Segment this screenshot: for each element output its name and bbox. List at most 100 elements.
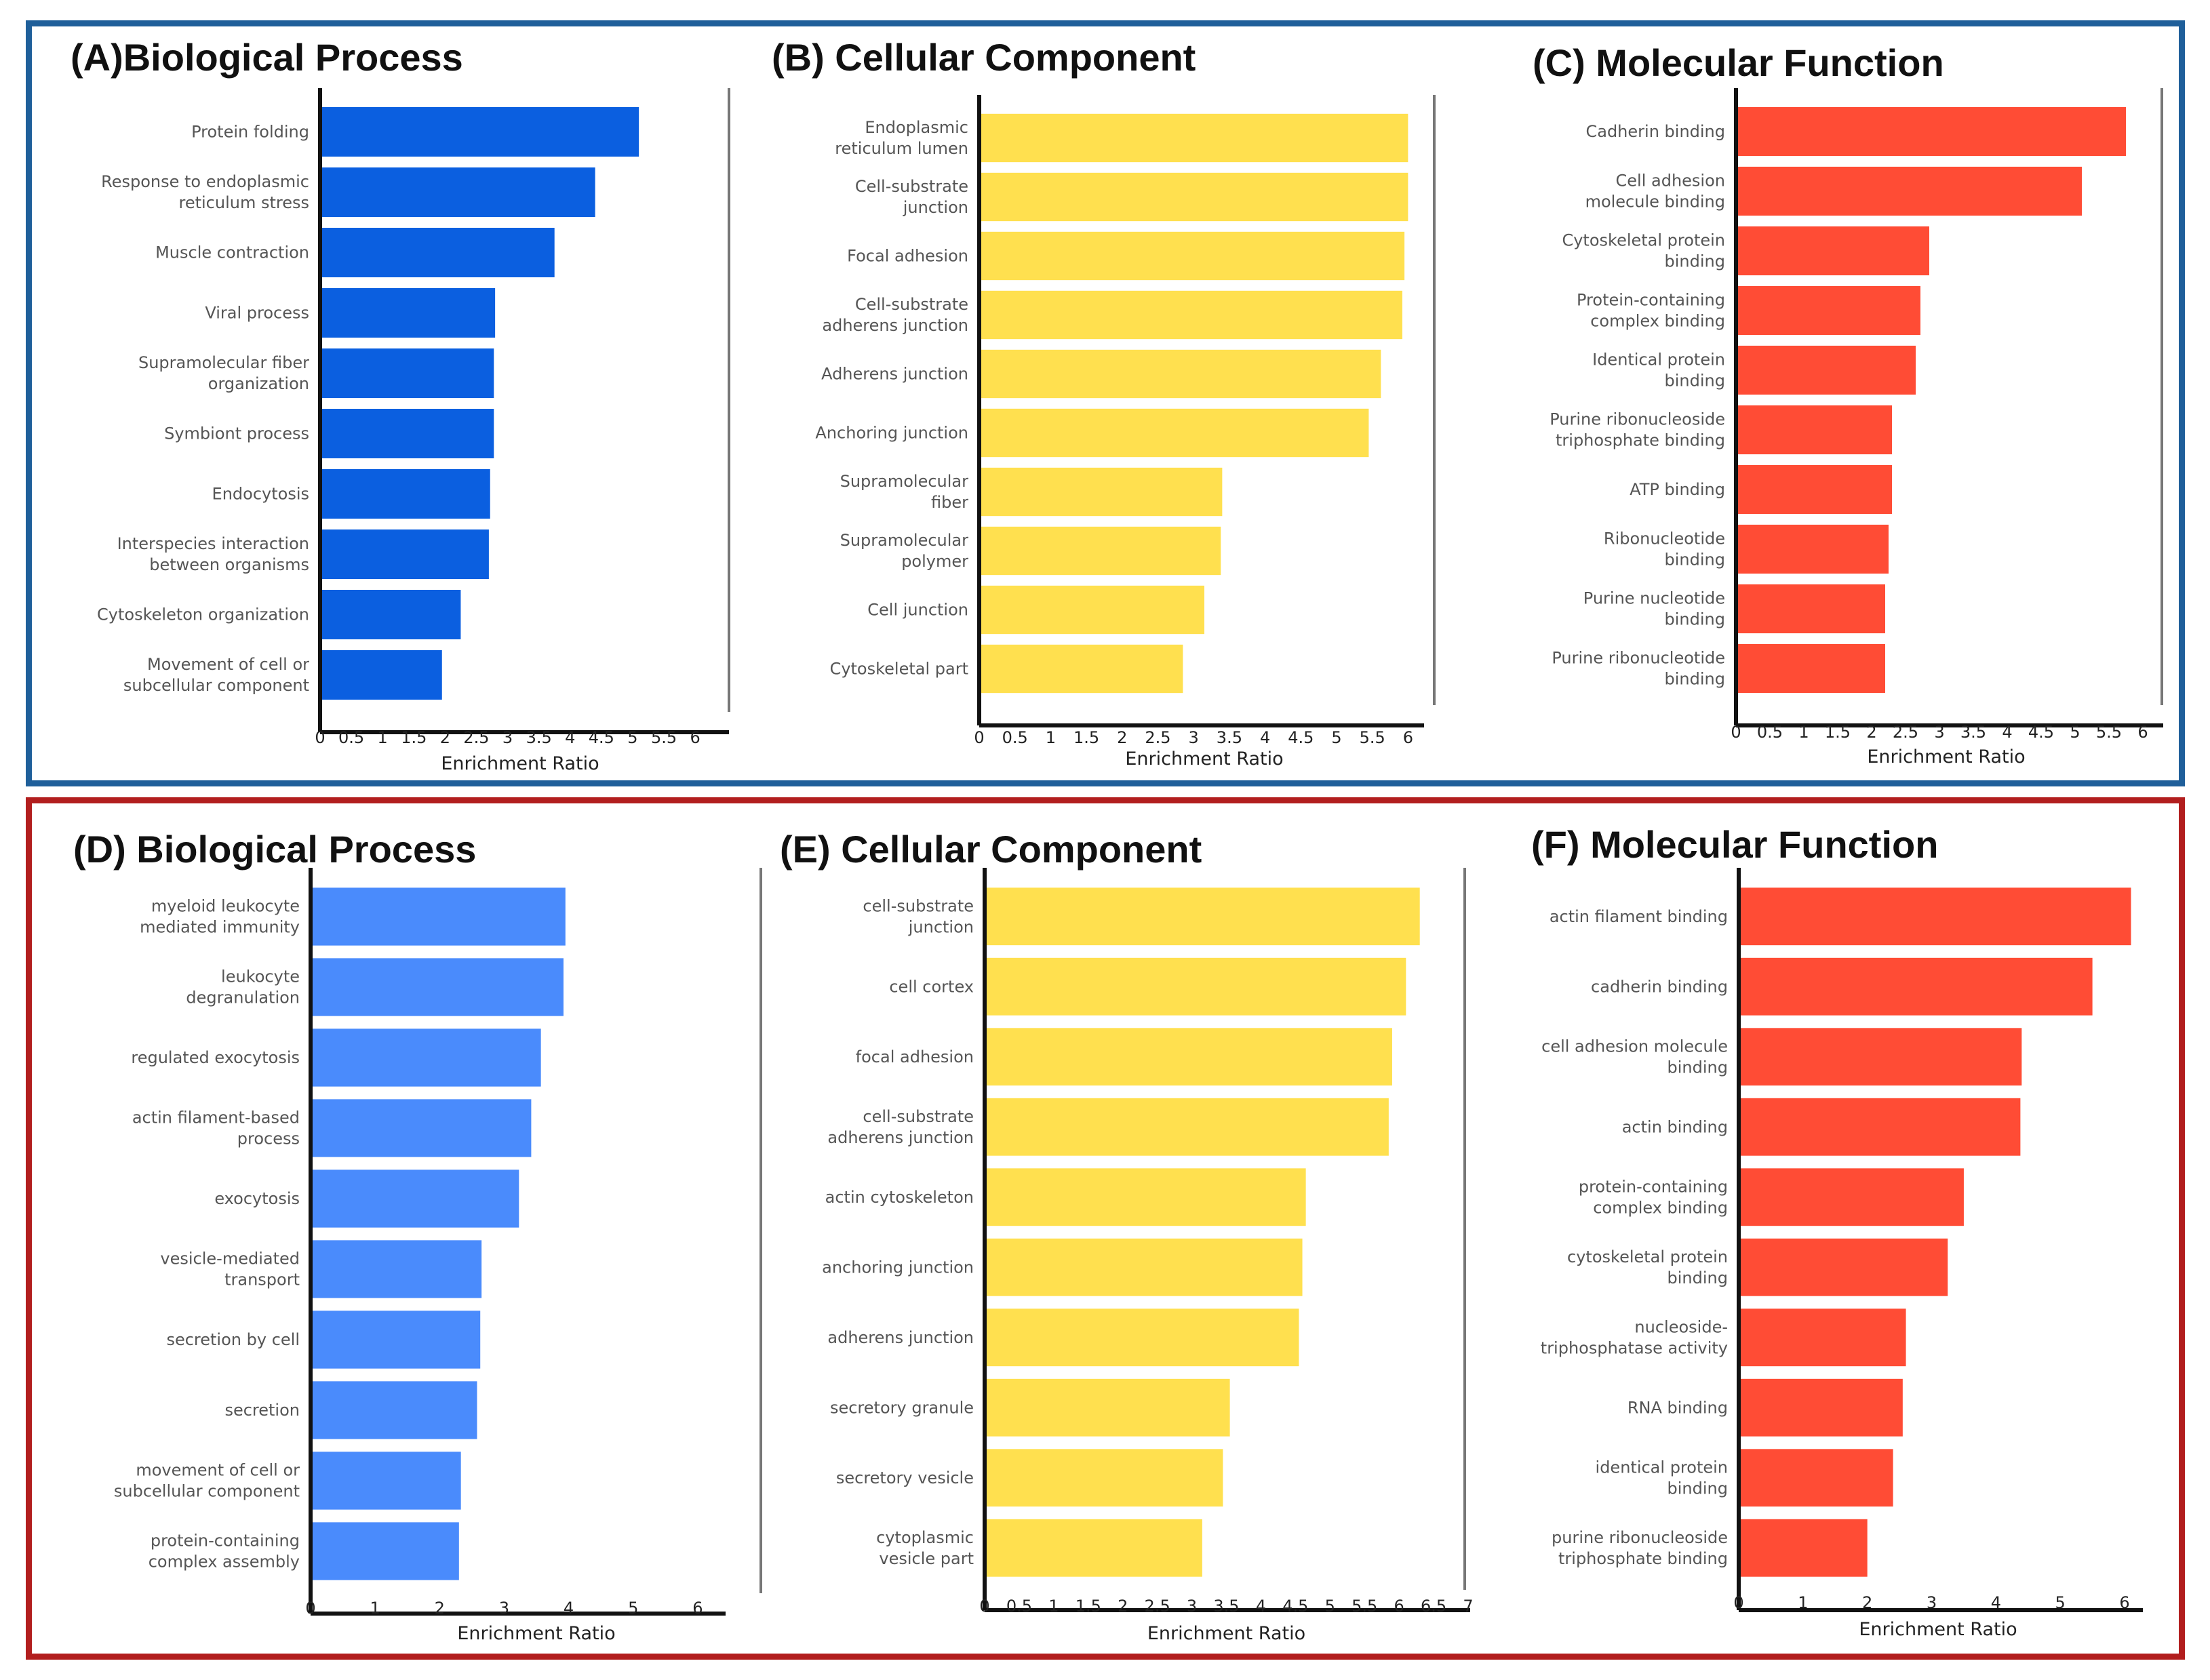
x-axis-label: Enrichment Ratio bbox=[1125, 748, 1283, 769]
x-tick-label: 5 bbox=[628, 1599, 638, 1618]
x-axis-label: Enrichment Ratio bbox=[441, 753, 599, 774]
category-label: cadherin binding bbox=[1591, 977, 1728, 996]
category-label: Identical protein bbox=[1592, 351, 1725, 369]
category-label: ATP binding bbox=[1630, 480, 1725, 499]
category-label: Endoplasmic bbox=[865, 118, 968, 137]
category-label: actin filament-based bbox=[132, 1108, 300, 1127]
x-tick-label: 2 bbox=[440, 728, 450, 747]
category-label: vesicle-mediated bbox=[160, 1249, 300, 1268]
x-axis-label: Enrichment Ratio bbox=[1859, 1619, 2017, 1640]
bar bbox=[320, 107, 639, 157]
category-label: Cytoskeletal protein bbox=[1562, 231, 1725, 250]
x-tick-label: 2 bbox=[435, 1599, 445, 1618]
chart-panel-e: (E) Cellular Component cell-substrate junc… bbox=[780, 828, 1474, 1644]
category-label: binding bbox=[1668, 1058, 1728, 1077]
bar bbox=[311, 1028, 541, 1087]
bottom-panel-frame bbox=[26, 797, 2185, 1660]
bar bbox=[1739, 1028, 2022, 1086]
x-tick-label: 5.5 bbox=[1360, 728, 1385, 747]
x-tick-label: 5 bbox=[2070, 723, 2080, 742]
category-label: Cytoskeleton organization bbox=[97, 605, 309, 624]
x-tick-label: 1 bbox=[1798, 1593, 1808, 1612]
category-label: subcellular component bbox=[123, 676, 309, 695]
category-label: complex assembly bbox=[149, 1553, 300, 1572]
category-label: triphosphate binding bbox=[1558, 1549, 1728, 1568]
x-tick-label: 1.5 bbox=[1825, 723, 1851, 742]
x-tick-label: 1 bbox=[378, 728, 388, 747]
category-label: complex binding bbox=[1590, 312, 1725, 331]
category-label: Cell-substrate bbox=[855, 177, 968, 196]
x-tick-label: 5 bbox=[1331, 728, 1341, 747]
category-label: subcellular component bbox=[114, 1482, 300, 1501]
category-label: RNA binding bbox=[1627, 1398, 1728, 1417]
category-label: organization bbox=[208, 374, 309, 393]
category-label: cell-substrate bbox=[863, 1107, 974, 1126]
x-tick-label: 1.5 bbox=[1076, 1597, 1101, 1616]
x-tick-label: 3.5 bbox=[526, 728, 552, 747]
category-label: Purine ribonucleoside bbox=[1550, 410, 1725, 429]
category-label: Viral process bbox=[205, 304, 309, 323]
bar bbox=[311, 958, 564, 1016]
x-tick-label: 6.5 bbox=[1421, 1597, 1446, 1616]
x-tick-label: 6 bbox=[690, 728, 700, 747]
category-label: binding bbox=[1665, 670, 1725, 689]
top-panel-frame bbox=[26, 20, 2185, 786]
category-label: secretion bbox=[224, 1401, 300, 1420]
category-label: focal adhesion bbox=[856, 1047, 974, 1066]
x-tick-label: 4 bbox=[564, 1599, 574, 1618]
bar bbox=[985, 1378, 1230, 1437]
x-tick-label: 5 bbox=[627, 728, 637, 747]
bar bbox=[320, 288, 496, 338]
category-label: Muscle contraction bbox=[155, 243, 309, 262]
x-tick-label: 1 bbox=[1798, 723, 1809, 742]
bar bbox=[985, 1028, 1392, 1086]
bar bbox=[1736, 345, 1916, 395]
panel-title: (F) Molecular Function bbox=[1531, 823, 1938, 866]
category-label: triphosphatase activity bbox=[1541, 1338, 1728, 1357]
bar bbox=[1739, 1098, 2021, 1156]
x-tick-label: 2.5 bbox=[463, 728, 489, 747]
bar bbox=[979, 113, 1408, 163]
category-label: Endocytosis bbox=[212, 485, 309, 504]
x-tick-label: 3 bbox=[1187, 1597, 1197, 1616]
category-label: protein-containing bbox=[151, 1532, 300, 1551]
chart-panel-f: (F) Molecular Function actin filament bin… bbox=[1531, 823, 2143, 1640]
category-label: adherens junction bbox=[827, 1328, 974, 1347]
category-label: mediated immunity bbox=[140, 918, 300, 937]
x-tick-label: 5 bbox=[2055, 1593, 2066, 1612]
category-label: secretion by cell bbox=[166, 1330, 300, 1349]
x-tick-label: 0.5 bbox=[1757, 723, 1783, 742]
bar bbox=[979, 526, 1221, 576]
category-label: fiber bbox=[931, 493, 968, 512]
x-tick-label: 1.5 bbox=[1073, 728, 1099, 747]
x-tick-label: 4 bbox=[1260, 728, 1270, 747]
bar bbox=[311, 1522, 459, 1580]
bar bbox=[1739, 1378, 1903, 1437]
category-label: Protein-containing bbox=[1577, 291, 1725, 310]
bar bbox=[1736, 584, 1885, 634]
x-tick-label: 3 bbox=[1927, 1593, 1937, 1612]
bar bbox=[1736, 285, 1920, 336]
category-label: junction bbox=[903, 198, 968, 217]
bar bbox=[311, 1240, 482, 1298]
bar bbox=[985, 1519, 1202, 1577]
x-tick-label: 2.5 bbox=[1145, 728, 1170, 747]
category-label: actin cytoskeleton bbox=[825, 1188, 974, 1207]
x-tick-label: 4.5 bbox=[2028, 723, 2054, 742]
chart-panel-a: (A)Biological Process Protein folding Resp… bbox=[71, 36, 730, 774]
bar bbox=[985, 1308, 1299, 1367]
bar bbox=[1736, 405, 1892, 455]
category-label: polymer bbox=[901, 552, 968, 571]
category-label: triphosphate binding bbox=[1556, 431, 1725, 450]
category-label: complex binding bbox=[1593, 1198, 1728, 1217]
bar bbox=[311, 1169, 519, 1228]
x-tick-label: 0 bbox=[1733, 1593, 1743, 1612]
bar bbox=[1736, 106, 2126, 157]
category-label: binding bbox=[1668, 1268, 1728, 1287]
bar bbox=[320, 590, 461, 639]
x-axis-label: Enrichment Ratio bbox=[1147, 1623, 1305, 1644]
category-label: cell cortex bbox=[889, 977, 974, 996]
x-tick-label: 1 bbox=[1048, 1597, 1059, 1616]
bar bbox=[979, 408, 1369, 458]
